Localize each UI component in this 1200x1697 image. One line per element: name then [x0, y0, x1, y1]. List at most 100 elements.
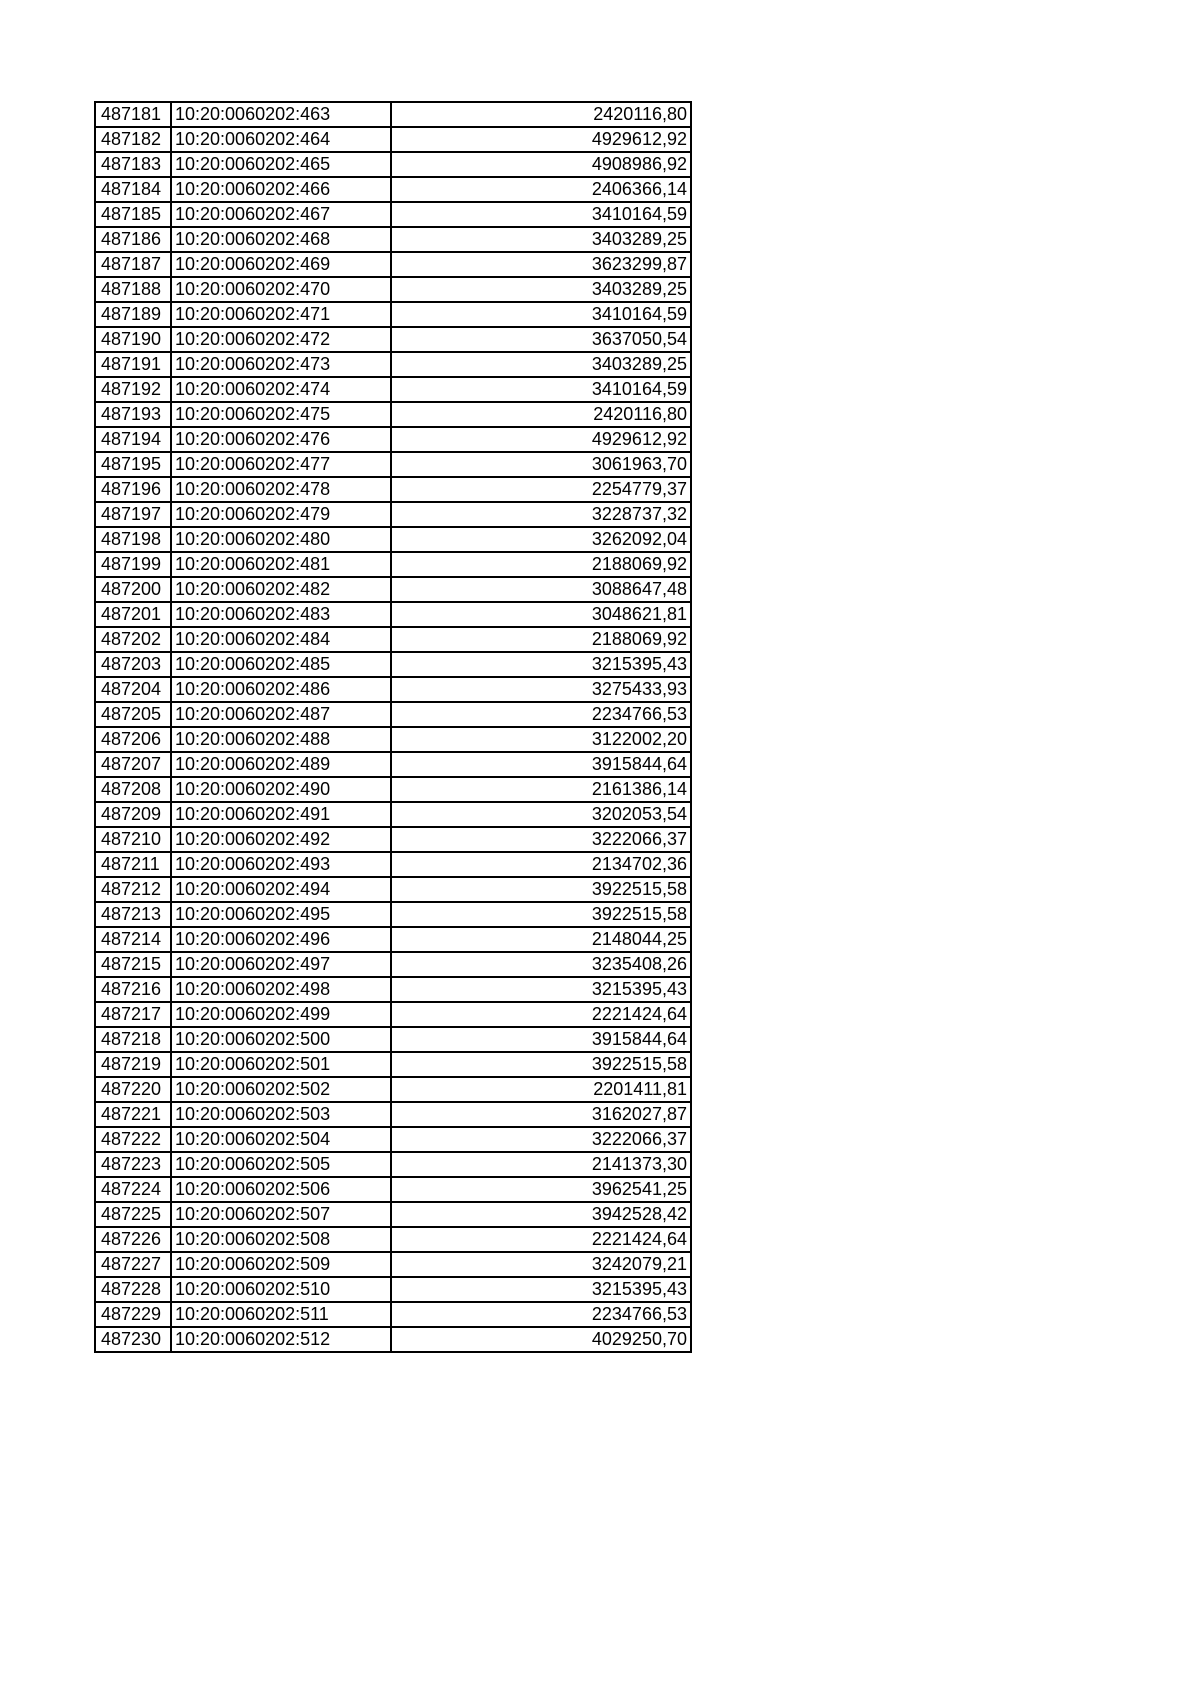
cadastral-value-cell: 2221424,64: [390, 1226, 692, 1253]
table-body: 487181 10:20:0060202:463 2420116,80 487182 1…: [94, 101, 692, 1353]
table-row: 487227 10:20:0060202:509 3242079,21: [94, 1251, 692, 1278]
cadastral-value-cell: 3403289,25: [390, 276, 692, 303]
cadastral-value-cell: 3275433,93: [390, 676, 692, 703]
cadastral-number-cell: 10:20:0060202:512: [170, 1326, 392, 1353]
cadastral-number-cell: 10:20:0060202:464: [170, 126, 392, 153]
row-number-cell: 487228: [94, 1276, 172, 1303]
table-row: 487206 10:20:0060202:488 3122002,20: [94, 726, 692, 753]
cadastral-number-cell: 10:20:0060202:477: [170, 451, 392, 478]
table-row: 487199 10:20:0060202:481 2188069,92: [94, 551, 692, 578]
cadastral-number-cell: 10:20:0060202:492: [170, 826, 392, 853]
cadastral-number-cell: 10:20:0060202:506: [170, 1176, 392, 1203]
row-number-cell: 487184: [94, 176, 172, 203]
cadastral-value-cell: 2221424,64: [390, 1001, 692, 1028]
table-row: 487226 10:20:0060202:508 2221424,64: [94, 1226, 692, 1253]
table-row: 487218 10:20:0060202:500 3915844,64: [94, 1026, 692, 1053]
cadastral-value-cell: 2234766,53: [390, 1301, 692, 1328]
table-row: 487212 10:20:0060202:494 3922515,58: [94, 876, 692, 903]
cadastral-value-cell: 4929612,92: [390, 126, 692, 153]
table-row: 487201 10:20:0060202:483 3048621,81: [94, 601, 692, 628]
cadastral-number-cell: 10:20:0060202:478: [170, 476, 392, 503]
table-row: 487200 10:20:0060202:482 3088647,48: [94, 576, 692, 603]
cadastral-value-cell: 2148044,25: [390, 926, 692, 953]
table-row: 487182 10:20:0060202:464 4929612,92: [94, 126, 692, 153]
table-row: 487195 10:20:0060202:477 3061963,70: [94, 451, 692, 478]
cadastral-number-cell: 10:20:0060202:511: [170, 1301, 392, 1328]
table-row: 487214 10:20:0060202:496 2148044,25: [94, 926, 692, 953]
row-number-cell: 487222: [94, 1126, 172, 1153]
table-row: 487196 10:20:0060202:478 2254779,37: [94, 476, 692, 503]
cadastral-number-cell: 10:20:0060202:481: [170, 551, 392, 578]
cadastral-value-cell: 3215395,43: [390, 976, 692, 1003]
cadastral-value-cell: 2161386,14: [390, 776, 692, 803]
cadastral-number-cell: 10:20:0060202:490: [170, 776, 392, 803]
row-number-cell: 487226: [94, 1226, 172, 1253]
row-number-cell: 487215: [94, 951, 172, 978]
cadastral-number-cell: 10:20:0060202:496: [170, 926, 392, 953]
table-row: 487215 10:20:0060202:497 3235408,26: [94, 951, 692, 978]
table-row: 487229 10:20:0060202:511 2234766,53: [94, 1301, 692, 1328]
table-row: 487190 10:20:0060202:472 3637050,54: [94, 326, 692, 353]
cadastral-value-cell: 4029250,70: [390, 1326, 692, 1353]
row-number-cell: 487198: [94, 526, 172, 553]
cadastral-number-cell: 10:20:0060202:493: [170, 851, 392, 878]
row-number-cell: 487185: [94, 201, 172, 228]
cadastral-number-cell: 10:20:0060202:500: [170, 1026, 392, 1053]
table-row: 487220 10:20:0060202:502 2201411,81: [94, 1076, 692, 1103]
cadastral-value-cell: 2141373,30: [390, 1151, 692, 1178]
row-number-cell: 487200: [94, 576, 172, 603]
cadastral-value-cell: 3637050,54: [390, 326, 692, 353]
table-row: 487213 10:20:0060202:495 3922515,58: [94, 901, 692, 928]
table-row: 487193 10:20:0060202:475 2420116,80: [94, 401, 692, 428]
cadastral-value-cell: 3122002,20: [390, 726, 692, 753]
row-number-cell: 487230: [94, 1326, 172, 1353]
table-row: 487185 10:20:0060202:467 3410164,59: [94, 201, 692, 228]
cadastral-value-cell: 3922515,58: [390, 1051, 692, 1078]
table-row: 487210 10:20:0060202:492 3222066,37: [94, 826, 692, 853]
row-number-cell: 487190: [94, 326, 172, 353]
cadastral-value-cell: 3915844,64: [390, 751, 692, 778]
cadastral-number-cell: 10:20:0060202:471: [170, 301, 392, 328]
cadastral-number-cell: 10:20:0060202:465: [170, 151, 392, 178]
cadastral-number-cell: 10:20:0060202:495: [170, 901, 392, 928]
table-row: 487222 10:20:0060202:504 3222066,37: [94, 1126, 692, 1153]
cadastral-value-table: 487181 10:20:0060202:463 2420116,80 487182 1…: [94, 101, 692, 1353]
cadastral-value-cell: 3623299,87: [390, 251, 692, 278]
table-row: 487183 10:20:0060202:465 4908986,92: [94, 151, 692, 178]
table-row: 487198 10:20:0060202:480 3262092,04: [94, 526, 692, 553]
table-row: 487204 10:20:0060202:486 3275433,93: [94, 676, 692, 703]
row-number-cell: 487187: [94, 251, 172, 278]
cadastral-value-cell: 3942528,42: [390, 1201, 692, 1228]
cadastral-value-cell: 3410164,59: [390, 301, 692, 328]
cadastral-number-cell: 10:20:0060202:509: [170, 1251, 392, 1278]
row-number-cell: 487196: [94, 476, 172, 503]
table-row: 487219 10:20:0060202:501 3922515,58: [94, 1051, 692, 1078]
cadastral-value-cell: 3403289,25: [390, 351, 692, 378]
cadastral-number-cell: 10:20:0060202:489: [170, 751, 392, 778]
cadastral-value-cell: 3262092,04: [390, 526, 692, 553]
cadastral-number-cell: 10:20:0060202:479: [170, 501, 392, 528]
cadastral-value-cell: 3962541,25: [390, 1176, 692, 1203]
cadastral-number-cell: 10:20:0060202:502: [170, 1076, 392, 1103]
cadastral-number-cell: 10:20:0060202:486: [170, 676, 392, 703]
cadastral-number-cell: 10:20:0060202:476: [170, 426, 392, 453]
table-row: 487208 10:20:0060202:490 2161386,14: [94, 776, 692, 803]
row-number-cell: 487224: [94, 1176, 172, 1203]
table-row: 487221 10:20:0060202:503 3162027,87: [94, 1101, 692, 1128]
table-row: 487202 10:20:0060202:484 2188069,92: [94, 626, 692, 653]
cadastral-number-cell: 10:20:0060202:473: [170, 351, 392, 378]
cadastral-value-cell: 2201411,81: [390, 1076, 692, 1103]
row-number-cell: 487227: [94, 1251, 172, 1278]
row-number-cell: 487195: [94, 451, 172, 478]
cadastral-number-cell: 10:20:0060202:499: [170, 1001, 392, 1028]
row-number-cell: 487202: [94, 626, 172, 653]
table-row: 487191 10:20:0060202:473 3403289,25: [94, 351, 692, 378]
cadastral-value-cell: 2420116,80: [390, 401, 692, 428]
cadastral-value-cell: 3222066,37: [390, 826, 692, 853]
cadastral-value-cell: 2420116,80: [390, 101, 692, 128]
cadastral-number-cell: 10:20:0060202:470: [170, 276, 392, 303]
cadastral-number-cell: 10:20:0060202:487: [170, 701, 392, 728]
row-number-cell: 487212: [94, 876, 172, 903]
row-number-cell: 487219: [94, 1051, 172, 1078]
table-row: 487209 10:20:0060202:491 3202053,54: [94, 801, 692, 828]
